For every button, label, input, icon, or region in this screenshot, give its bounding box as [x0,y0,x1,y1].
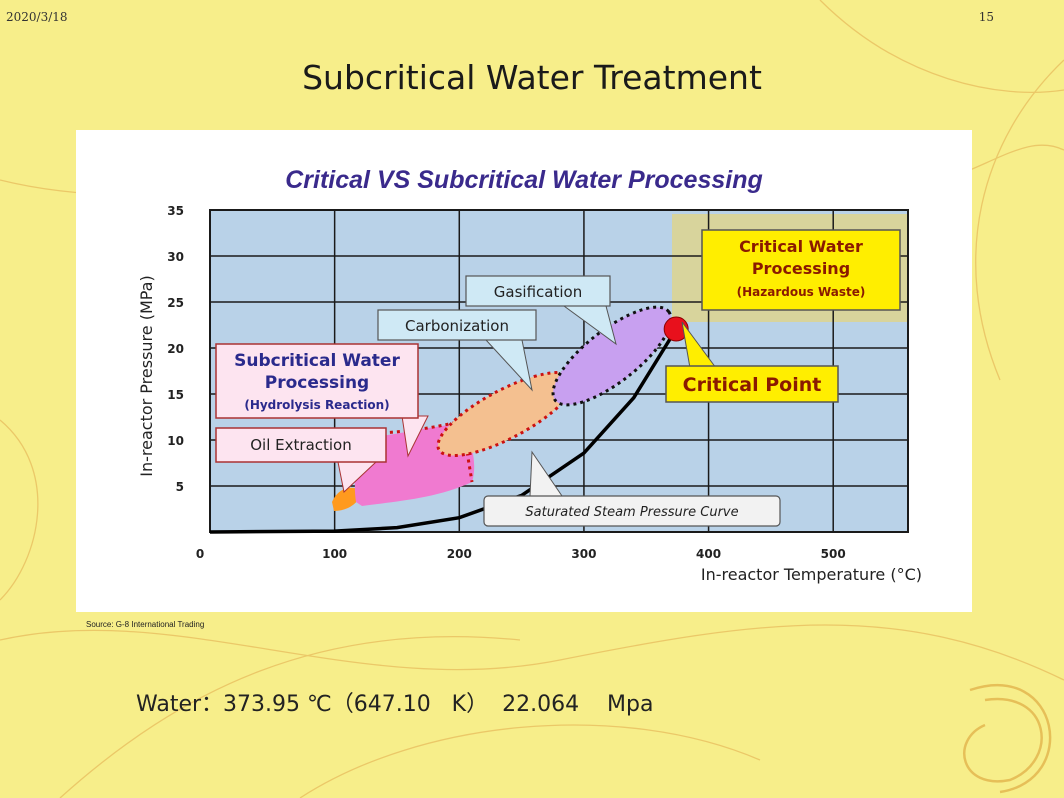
critical-point-label: Critical Point [683,374,822,396]
slide-title: Subcritical Water Treatment [302,58,762,97]
plot-border [209,209,909,533]
y-axis-label: In-reactor Pressure (MPa) [137,275,156,476]
oil-extraction-box [215,427,387,463]
y-tick-label: 5 [176,480,184,494]
x-tick-label: 400 [696,547,721,561]
x-tick-label: 0 [196,547,204,561]
slide-page-number: 15 [978,10,994,24]
x-axis-ticks: 0 100 200 300 400 500 [196,547,846,561]
x-tick-label: 200 [447,547,472,561]
y-tick-label: 25 [167,296,184,310]
gasification-box [465,275,611,307]
slide-date: 2020/3/18 [6,10,68,24]
subcritical-label-2: Processing [265,373,369,393]
carbonization-label: Carbonization [405,317,509,335]
steam-curve-box [483,495,781,527]
chart-title: Critical VS Subcritical Water Processing [285,166,763,194]
y-tick-label: 15 [167,388,184,402]
critical-water-label-3: (Hazardous Waste) [737,285,866,299]
critical-point-box [665,365,839,403]
critical-water-label-2: Processing [752,259,850,278]
critical-water-label-1: Critical Water [739,237,863,256]
subcritical-label-1: Subcritical Water [234,351,400,371]
subcritical-box [215,343,419,419]
oil-extraction-label: Oil Extraction [250,436,351,454]
subcritical-label-3: (Hydrolysis Reaction) [244,398,389,412]
steam-curve-label: Saturated Steam Pressure Curve [525,505,738,520]
y-tick-label: 35 [167,204,184,218]
critical-water-box [701,229,901,311]
x-tick-label: 100 [322,547,347,561]
oil-extraction-region [332,487,361,511]
y-axis-ticks: 5 10 15 20 25 30 35 [167,204,184,494]
carbonization-box [377,309,537,341]
y-tick-label: 10 [167,434,184,448]
source-note: Source: G-8 International Trading [86,620,205,629]
x-tick-label: 300 [571,547,596,561]
chart-panel: Critical VS Subcritical Water Processing… [76,130,972,612]
water-critical-values: Water：373.95 ℃（647.10 K） 22.064 Mpa [136,692,654,717]
gasification-label: Gasification [494,283,582,301]
y-tick-label: 30 [167,250,184,264]
gasification-region [551,305,673,407]
x-tick-label: 500 [821,547,846,561]
chart-svg: Critical VS Subcritical Water Processing… [137,166,922,584]
x-axis-label: In-reactor Temperature (°C) [701,565,922,584]
y-tick-label: 20 [167,342,184,356]
